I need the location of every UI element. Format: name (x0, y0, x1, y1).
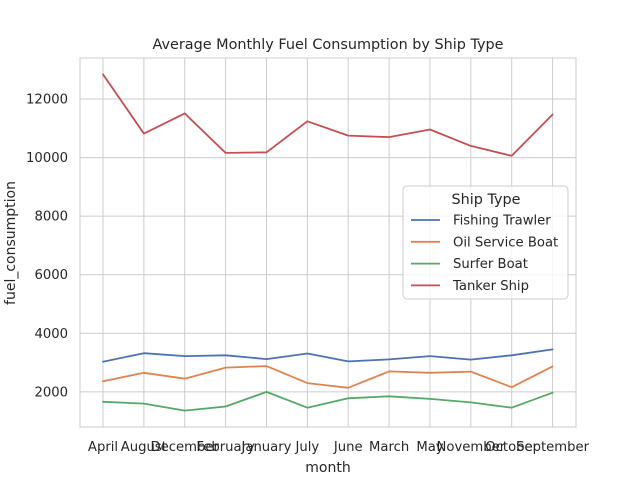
legend-box (402, 185, 569, 300)
legend: Ship Type Fishing Trawler Oil Service Boa… (402, 185, 569, 300)
legend-items: Fishing Trawler Oil Service Boat Surfer Bo… (411, 214, 558, 294)
y-tick-label: 10000 (26, 151, 68, 166)
x-tick-label: March (369, 440, 409, 455)
x-tick-label: February (196, 440, 255, 455)
x-tick-label: June (333, 440, 363, 455)
x-axis-label: month (305, 460, 350, 476)
x-tick-label: October (485, 440, 538, 455)
legend-label-tanker-ship: Tanker Ship (452, 279, 529, 294)
plot-frame (79, 57, 577, 428)
y-tick-labels: 2000 4000 6000 8000 10000 12000 (26, 93, 68, 401)
series-line-tanker-ship (102, 73, 554, 157)
legend-title: Ship Type (451, 192, 520, 208)
x-tick-label: January (240, 440, 291, 455)
series-line-surfer-boat (102, 390, 554, 412)
chart-title: Average Monthly Fuel Consumption by Ship… (152, 37, 503, 53)
series-lines (102, 73, 554, 412)
x-tick-label: September (516, 440, 589, 455)
x-tick-label: April (88, 440, 118, 455)
x-tick-label: May (416, 440, 443, 455)
legend-label-fishing-trawler: Fishing Trawler (453, 214, 551, 229)
y-tick-label: 4000 (34, 327, 68, 342)
legend-label-oil-service-boat: Oil Service Boat (453, 235, 558, 250)
x-tick-label: November (437, 440, 506, 455)
x-tick-label: July (294, 440, 319, 455)
y-tick-label: 2000 (34, 385, 68, 400)
x-tick-label: August (121, 440, 167, 455)
y-tick-label: 8000 (34, 210, 68, 225)
legend-label-surfer-boat: Surfer Boat (453, 257, 528, 272)
series-line-oil-service-boat (102, 365, 554, 389)
x-tick-label: December (151, 440, 220, 455)
y-tick-label: 6000 (34, 268, 68, 283)
series-line-fishing-trawler (102, 348, 554, 363)
y-tick-label: 12000 (26, 93, 68, 108)
y-axis-label: fuel_consumption (3, 181, 19, 305)
